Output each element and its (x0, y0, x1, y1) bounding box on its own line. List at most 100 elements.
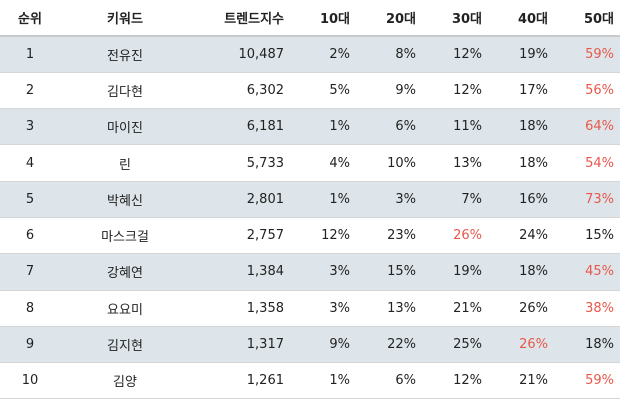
cell-age-20s: 10% (387, 155, 416, 171)
cell-age-30s: 12% (453, 373, 482, 389)
header-age-40s: 40대 (488, 0, 554, 37)
header-age-20s: 20대 (356, 0, 422, 37)
cell-age-50s: 45% (585, 264, 614, 280)
table-row: 5 박혜신 2,801 1% 3% 7% 16% 73% (0, 181, 620, 218)
table-row: 1 전유진 10,487 2% 8% 12% 19% 59% (0, 36, 620, 73)
header-keyword: 키워드 (60, 0, 190, 37)
cell-age-30s: 19% (453, 264, 482, 280)
cell-age-10s: 12% (321, 228, 350, 244)
cell-age-50s: 56% (585, 82, 614, 98)
cell-keyword: 마이진 (107, 121, 143, 137)
cell-age-50s: 38% (585, 300, 614, 316)
cell-age-30s: 11% (453, 119, 482, 135)
cell-rank: 6 (25, 228, 35, 244)
cell-keyword: 린 (119, 157, 131, 173)
cell-age-50s: 15% (585, 228, 614, 244)
table-row: 4 린 5,733 4% 10% 13% 18% 54% (0, 145, 620, 182)
cell-keyword: 김다현 (107, 84, 143, 100)
cell-trend-index: 10,487 (238, 46, 285, 62)
header-age-30s: 30대 (422, 0, 488, 37)
cell-rank: 1 (25, 46, 35, 62)
cell-age-10s: 3% (329, 264, 350, 280)
cell-age-10s: 9% (329, 337, 350, 353)
cell-age-30s: 25% (453, 337, 482, 353)
cell-keyword: 박혜신 (107, 193, 143, 209)
table-row: 7 강혜연 1,384 3% 15% 19% 18% 45% (0, 253, 620, 291)
table-row: 9 김지현 1,317 9% 22% 25% 26% 18% (0, 326, 620, 363)
cell-age-20s: 9% (395, 82, 416, 98)
cell-age-40s: 26% (519, 337, 548, 353)
cell-age-20s: 15% (387, 264, 416, 280)
cell-keyword: 김지현 (107, 339, 143, 355)
cell-age-40s: 26% (519, 300, 548, 316)
cell-keyword: 요요미 (107, 302, 143, 318)
cell-age-10s: 1% (329, 373, 350, 389)
cell-age-40s: 18% (519, 264, 548, 280)
table-row: 10 김양 1,261 1% 6% 12% 21% 59% (0, 363, 620, 399)
cell-keyword: 전유진 (107, 48, 143, 64)
cell-age-20s: 6% (395, 119, 416, 135)
cell-age-40s: 18% (519, 155, 548, 171)
cell-age-10s: 5% (329, 82, 350, 98)
cell-age-40s: 16% (519, 191, 548, 207)
cell-age-50s: 73% (585, 191, 614, 207)
cell-age-20s: 22% (387, 337, 416, 353)
cell-trend-index: 2,801 (246, 191, 284, 207)
cell-trend-index: 6,181 (246, 119, 284, 135)
cell-age-50s: 18% (585, 337, 614, 353)
cell-rank: 9 (25, 337, 35, 353)
cell-rank: 7 (25, 264, 35, 280)
cell-age-40s: 17% (519, 82, 548, 98)
table-header: 순위 키워드 트렌드지수 10대 20대 30대 40대 50대 (0, 0, 620, 37)
table-row: 2 김다현 6,302 5% 9% 12% 17% 56% (0, 72, 620, 109)
header-row: 순위 키워드 트렌드지수 10대 20대 30대 40대 50대 (0, 0, 620, 37)
cell-rank: 10 (21, 373, 39, 389)
cell-age-40s: 21% (519, 373, 548, 389)
cell-age-50s: 59% (585, 46, 614, 62)
cell-rank: 8 (25, 300, 35, 316)
cell-age-20s: 6% (395, 373, 416, 389)
header-age-10s: 10대 (290, 0, 356, 37)
cell-trend-index: 1,261 (246, 373, 284, 389)
cell-age-40s: 19% (519, 46, 548, 62)
cell-trend-index: 1,317 (246, 337, 284, 353)
cell-age-20s: 8% (395, 46, 416, 62)
cell-age-20s: 3% (395, 191, 416, 207)
table-row: 6 마스크걸 2,757 12% 23% 26% 24% 15% (0, 217, 620, 254)
header-rank: 순위 (0, 0, 60, 37)
cell-age-10s: 1% (329, 191, 350, 207)
cell-keyword: 김양 (113, 375, 137, 391)
cell-age-10s: 1% (329, 119, 350, 135)
cell-age-30s: 12% (453, 82, 482, 98)
cell-age-40s: 24% (519, 228, 548, 244)
header-age-50s: 50대 (554, 0, 620, 37)
cell-age-50s: 59% (585, 373, 614, 389)
cell-age-40s: 18% (519, 119, 548, 135)
cell-age-50s: 54% (585, 155, 614, 171)
cell-age-30s: 21% (453, 300, 482, 316)
cell-age-10s: 2% (329, 46, 350, 62)
cell-keyword: 강혜연 (107, 266, 143, 282)
cell-age-50s: 64% (585, 119, 614, 135)
cell-rank: 4 (25, 155, 35, 171)
cell-rank: 5 (25, 191, 35, 207)
cell-trend-index: 2,757 (246, 228, 284, 244)
cell-trend-index: 6,302 (246, 82, 284, 98)
cell-age-30s: 13% (453, 155, 482, 171)
cell-age-30s: 12% (453, 46, 482, 62)
cell-trend-index: 1,358 (246, 300, 284, 316)
cell-age-30s: 7% (461, 191, 482, 207)
table-row: 8 요요미 1,358 3% 13% 21% 26% 38% (0, 290, 620, 327)
cell-age-10s: 4% (329, 155, 350, 171)
table-row: 3 마이진 6,181 1% 6% 11% 18% 64% (0, 108, 620, 145)
cell-rank: 2 (25, 82, 35, 98)
cell-trend-index: 5,733 (246, 155, 284, 171)
header-trend-index: 트렌드지수 (190, 0, 290, 37)
cell-age-10s: 3% (329, 300, 350, 316)
cell-trend-index: 1,384 (246, 264, 284, 280)
cell-rank: 3 (25, 119, 35, 135)
cell-age-30s: 26% (453, 228, 482, 244)
cell-keyword: 마스크걸 (101, 230, 149, 246)
cell-age-20s: 23% (387, 228, 416, 244)
